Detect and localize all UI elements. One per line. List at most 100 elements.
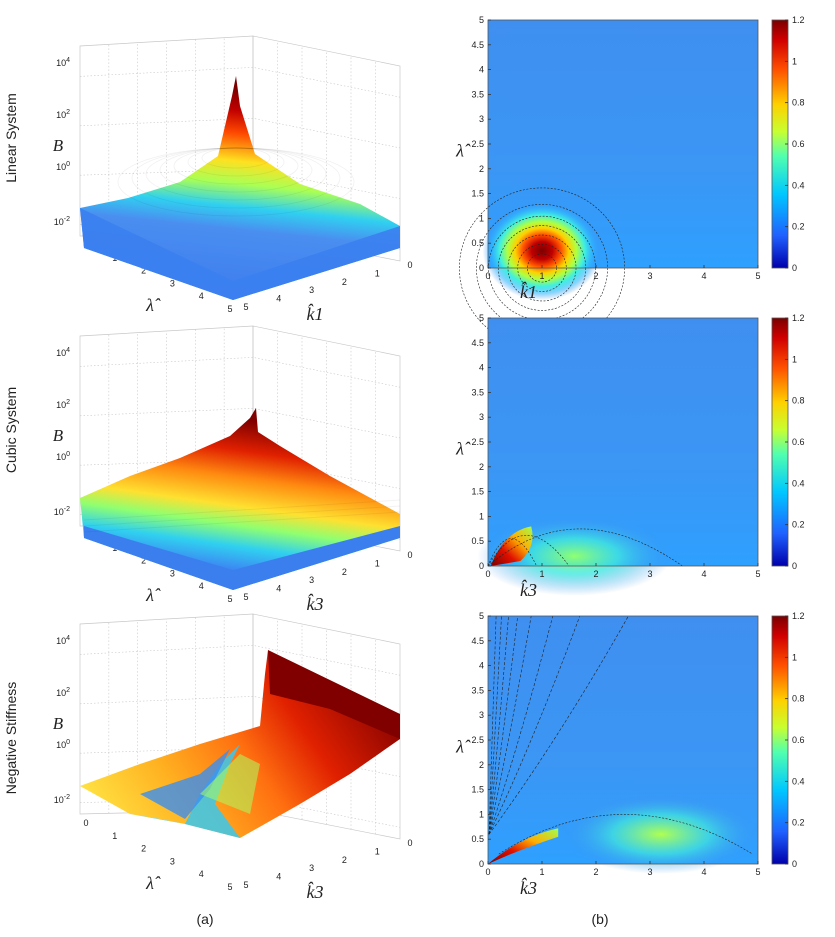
y-tick-label: 4 (479, 661, 484, 671)
surface-band (145, 147, 327, 201)
colorbar-tick-label: 1.2 (792, 611, 805, 621)
y-tick-label: 2.5 (471, 735, 484, 745)
row-label: Linear System (3, 93, 19, 182)
x-tick-label: 3 (647, 271, 652, 281)
hotspot (482, 201, 602, 301)
grid-line (79, 168, 401, 199)
surface-trough (140, 749, 230, 819)
contour-line (487, 528, 683, 567)
x-tick-label: 4 (701, 271, 706, 281)
x-tick-label: 5 (755, 271, 760, 281)
x-tick-label: 3 (647, 569, 652, 579)
x-tick-label: 1 (539, 867, 544, 877)
x-tick-label: 4 (701, 569, 706, 579)
colorbar-tick-label: 0 (792, 561, 797, 571)
lambda-tick-label: 5 (227, 882, 232, 892)
glow (563, 794, 758, 874)
k-tick-label: 1 (375, 268, 380, 278)
contour-line (487, 535, 570, 567)
k-tick-label: 4 (276, 294, 281, 304)
colorbar-tick-label: 0.8 (792, 98, 805, 108)
colorbar-tick-label: 0.6 (792, 735, 805, 745)
y-tick-label: 0 (479, 561, 484, 571)
y-tick-label: 1.5 (471, 189, 484, 199)
z-axis-label: B (53, 426, 64, 445)
y-tick-label: 0.5 (471, 238, 484, 248)
k-tick-label: 0 (407, 260, 412, 270)
x-tick-label: 1 (539, 271, 544, 281)
surface-band (173, 147, 299, 185)
surface-trough (130, 744, 240, 838)
lambda-tick-label: 2 (141, 266, 146, 276)
column-label: (b) (591, 911, 608, 927)
heatmap-panel: 0 1 2 3 4 5 0 0.5 1 1.5 2 2.5 3 3.5 4 4.5 5 λ̂ k̂1 0 0.2 0.4 0… (455, 15, 805, 349)
y-tick-label: 5 (479, 313, 484, 323)
y-tick-label: 5 (479, 611, 484, 621)
grid-line (79, 118, 401, 149)
surface-floor (84, 526, 400, 590)
k-tick-label: 5 (243, 592, 248, 602)
y-tick-label: 0 (479, 859, 484, 869)
k-tick-label: 3 (309, 575, 314, 585)
lambda-axis-label: λ̂ (145, 585, 161, 605)
z-tick-label: 104 (56, 635, 70, 646)
z-tick-label: 100 (56, 451, 70, 462)
k-tick-label: 2 (342, 567, 347, 577)
z-tick-label: 10-2 (54, 506, 70, 517)
x-tick-label: 2 (593, 867, 598, 877)
lambda-tick-label: 5 (227, 594, 232, 604)
lambda-tick-label: 1 (112, 831, 117, 841)
heatmap-panel: 0 1 2 3 4 5 0 0.5 1 1.5 2 2.5 3 3.5 4 4.5 5 λ̂ k̂3 0 0.2 0.4 0… (455, 313, 804, 600)
z-tick-label: 100 (56, 739, 70, 750)
y-tick-label: 3.5 (471, 89, 484, 99)
z-tick-label: 102 (56, 687, 70, 698)
x-tick-label: 3 (647, 867, 652, 877)
grid-line (79, 458, 401, 489)
lambda-axis-label: λ̂ (145, 873, 161, 893)
z-axis-label: B (53, 714, 64, 733)
y-tick-label: 3 (479, 710, 484, 720)
x-tick-label: 1 (539, 569, 544, 579)
lambda-tick-label: 4 (199, 869, 204, 879)
y-tick-label: 0.5 (471, 536, 484, 546)
lambda-tick-label: 0 (83, 818, 88, 828)
y-tick-label: 4 (479, 363, 484, 373)
contour-line (488, 615, 502, 835)
colorbar-tick-label: 0 (792, 263, 797, 273)
colorbar-tick-label: 1.2 (792, 313, 805, 323)
z-tick-label: 102 (56, 109, 70, 120)
k-axis-label: k̂1 (307, 303, 324, 324)
contour-line (488, 615, 497, 835)
k-tick-label: 2 (342, 855, 347, 865)
z-tick-label: 104 (56, 347, 70, 358)
colorbar-tick-label: 1 (792, 652, 797, 662)
x-tick-label: 0 (485, 569, 490, 579)
y-axis-label: λ̂ (455, 438, 471, 458)
y-tick-label: 3.5 (471, 685, 484, 695)
y-tick-label: 4.5 (471, 636, 484, 646)
grid-line (79, 357, 401, 388)
colorbar-tick-label: 0.6 (792, 139, 805, 149)
x-tick-label: 0 (485, 867, 490, 877)
colorbar-tick-label: 1 (792, 56, 797, 66)
lambda-tick-label: 2 (141, 844, 146, 854)
lambda-tick-label: 3 (170, 856, 175, 866)
colorbar-tick-label: 0.4 (792, 180, 805, 190)
surface (80, 408, 400, 590)
contour-line (488, 615, 509, 835)
contour-line (488, 615, 518, 835)
surface-band (131, 147, 341, 209)
colorbar-tick-label: 0.4 (792, 776, 805, 786)
x-tick-label: 2 (593, 271, 598, 281)
x-axis-label: k̂3 (520, 579, 537, 600)
x-tick-label: 2 (593, 569, 598, 579)
x-tick-label: 5 (755, 867, 760, 877)
surface (80, 76, 400, 300)
y-tick-label: 3.5 (471, 387, 484, 397)
k-tick-label: 4 (276, 584, 281, 594)
k-axis-label: k̂3 (307, 593, 324, 614)
y-axis-label: λ̂ (455, 736, 471, 756)
row-label: Cubic System (3, 387, 19, 473)
y-tick-label: 3 (479, 114, 484, 124)
